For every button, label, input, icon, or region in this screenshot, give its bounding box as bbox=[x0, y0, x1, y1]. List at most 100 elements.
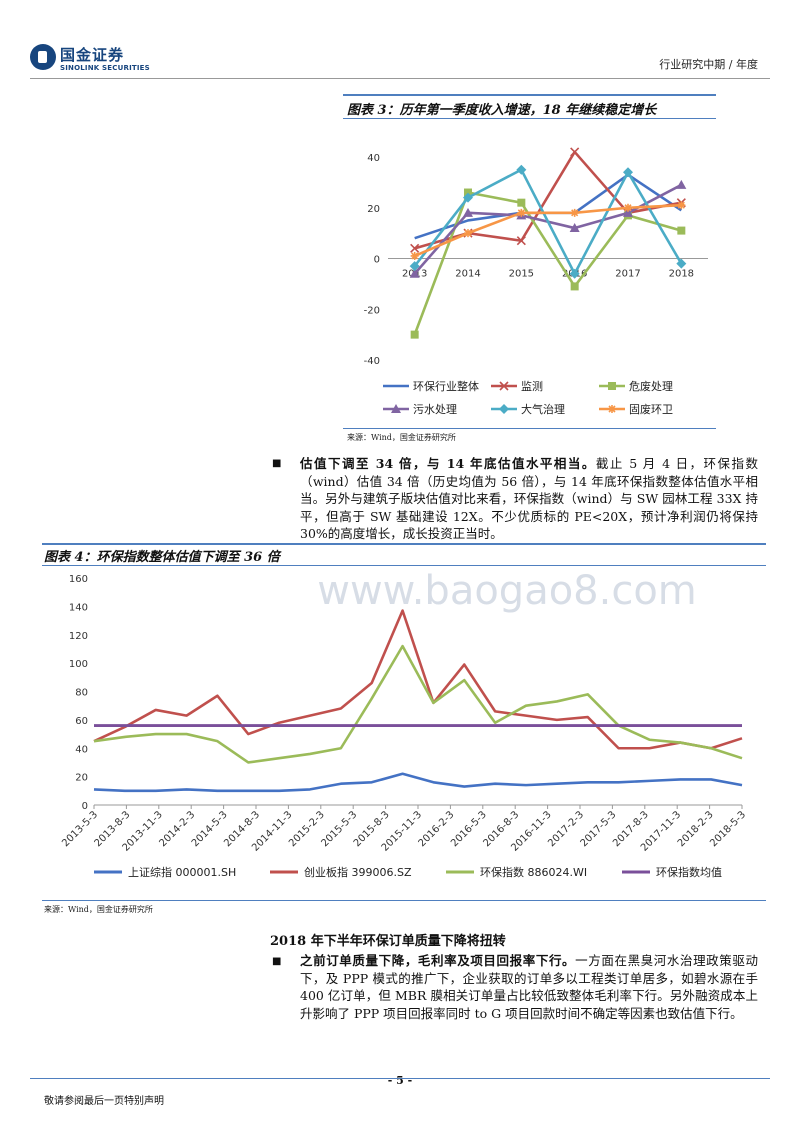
figure3-title-rule bbox=[343, 118, 716, 119]
legend-marker bbox=[391, 404, 401, 413]
y-tick-label: 120 bbox=[69, 631, 88, 642]
bullet1-paragraph: 估值下调至 34 倍，与 14 年底估值水平相当。截止 5 月 4 日，环保指数… bbox=[300, 455, 758, 543]
legend-label: 环保行业整体 bbox=[413, 379, 479, 393]
legend-label: 创业板指 399006.SZ bbox=[304, 865, 412, 879]
data-point bbox=[677, 201, 686, 210]
y-tick-label: 0 bbox=[82, 801, 88, 812]
legend-marker bbox=[608, 405, 616, 413]
bullet1-text: 截止 5 月 4 日，环保指数（wind）估值 34 倍（历史均值为 56 倍）… bbox=[300, 456, 758, 541]
section-heading: 2018 年下半年环保订单质量下降将扭转 bbox=[270, 934, 506, 949]
data-point bbox=[463, 192, 473, 203]
y-tick-label: 40 bbox=[367, 153, 380, 164]
legend-marker bbox=[499, 404, 509, 414]
data-point bbox=[517, 208, 526, 217]
section2-text: 一方面在黑臭河水治理政策驱动下，及 PPP 模式的推广下，企业获取的订单多以工程… bbox=[300, 953, 758, 1021]
series-line bbox=[413, 168, 683, 276]
series-line bbox=[93, 644, 743, 764]
y-tick-label: 0 bbox=[374, 255, 380, 266]
x-tick-label: 2015 bbox=[509, 269, 534, 280]
y-tick-label: -20 bbox=[364, 305, 380, 316]
data-point bbox=[517, 198, 526, 207]
figure4-source: 来源：Wind，国金证券研究所 bbox=[44, 905, 153, 914]
footer-disclaimer: 敬请参阅最后一页特别声明 bbox=[44, 1096, 164, 1107]
data-point bbox=[569, 223, 580, 233]
data-point bbox=[623, 207, 633, 217]
legend-label: 环保指数 886024.WI bbox=[480, 865, 587, 879]
figure4-legend: 上证综指 000001.SH 创业板指 399006.SZ 环保指数 886024.… bbox=[94, 865, 722, 879]
data-point bbox=[410, 330, 419, 339]
y-tick-label: 20 bbox=[75, 773, 88, 784]
figure3-source: 来源：Wind，国金证券研究所 bbox=[347, 433, 456, 442]
x-tick-label: 2014 bbox=[455, 269, 480, 280]
data-point bbox=[516, 164, 527, 175]
bullet-marker: ■ bbox=[272, 956, 282, 967]
data-point bbox=[464, 229, 472, 238]
x-tick-label: 2018-5-3 bbox=[708, 809, 748, 849]
figure4-title-rule bbox=[42, 565, 766, 566]
bullet-marker: ■ bbox=[272, 458, 282, 469]
y-tick-label: -40 bbox=[364, 356, 380, 367]
sinolink-logo-icon bbox=[30, 44, 56, 70]
y-tick-label: 60 bbox=[75, 716, 88, 727]
data-point bbox=[569, 268, 580, 279]
figure3-bottom-rule bbox=[343, 428, 716, 429]
data-point bbox=[570, 208, 579, 217]
legend-marker bbox=[608, 382, 616, 390]
data-point bbox=[570, 147, 580, 157]
logo-english-name: SINOLINK SECURITIES bbox=[60, 64, 150, 72]
figure3-top-rule bbox=[343, 94, 716, 96]
legend-label: 污水处理 bbox=[413, 403, 457, 416]
section2-lead: 之前订单质量下降，毛利率及项目回报率下行。 bbox=[300, 953, 576, 968]
figure4-series bbox=[93, 609, 743, 793]
x-tick-label: 2017 bbox=[615, 269, 640, 280]
data-point bbox=[677, 226, 686, 235]
series-line bbox=[93, 772, 743, 793]
data-point bbox=[410, 243, 420, 253]
y-tick-label: 100 bbox=[69, 659, 88, 670]
x-tick-label: 2018 bbox=[669, 269, 694, 280]
data-point bbox=[409, 268, 420, 278]
data-point bbox=[676, 179, 687, 189]
y-tick-label: 140 bbox=[69, 602, 88, 613]
y-tick-label: 80 bbox=[75, 688, 88, 699]
header-divider bbox=[30, 78, 770, 79]
legend-label: 环保指数均值 bbox=[656, 865, 722, 879]
data-point bbox=[463, 207, 473, 217]
data-point bbox=[624, 203, 632, 212]
bullet1-lead: 估值下调至 34 倍，与 14 年底估值水平相当。 bbox=[300, 456, 596, 471]
figure3-series bbox=[409, 147, 687, 339]
legend-label: 危废处理 bbox=[629, 379, 673, 393]
data-point bbox=[516, 236, 526, 246]
series-line bbox=[414, 150, 682, 250]
data-point bbox=[570, 282, 579, 291]
y-tick-label: 20 bbox=[367, 204, 380, 215]
data-point bbox=[464, 188, 472, 197]
y-tick-label: 160 bbox=[69, 574, 88, 585]
series-line bbox=[93, 609, 743, 750]
legend-label: 大气治理 bbox=[521, 402, 565, 416]
figure4-top-rule bbox=[42, 543, 766, 545]
section2-paragraph: 之前订单质量下降，毛利率及项目回报率下行。一方面在黑臭河水治理政策驱动下，及 P… bbox=[300, 952, 758, 1022]
watermark: www.baogao8.com bbox=[317, 568, 697, 614]
page-number: - 5 - bbox=[387, 1074, 413, 1087]
data-point bbox=[623, 167, 633, 178]
figure4-chart: www.baogao8.com 0 20 40 60 80 100 120 140 160 201… bbox=[60, 568, 748, 879]
legend-label: 上证综指 000001.SH bbox=[128, 865, 236, 879]
series-line bbox=[414, 203, 682, 258]
series-line bbox=[413, 191, 682, 336]
report-type: 行业研究中期 / 年度 bbox=[659, 58, 758, 71]
figure3-title: 图表 3：历年第一季度收入增速，18 年继续稳定增长 bbox=[347, 103, 657, 118]
logo-chinese-name: 国金证券 bbox=[60, 46, 125, 64]
legend-label: 固废环卫 bbox=[629, 402, 673, 416]
legend-label: 监测 bbox=[521, 380, 543, 393]
data-point bbox=[676, 258, 687, 269]
data-point bbox=[409, 261, 420, 272]
figure4-title: 图表 4：环保指数整体估值下调至 36 倍 bbox=[44, 550, 280, 565]
footer-divider bbox=[30, 1078, 770, 1079]
y-tick-label: 40 bbox=[75, 744, 88, 755]
legend-marker bbox=[499, 381, 509, 391]
figure4-bottom-rule bbox=[42, 900, 766, 901]
data-point bbox=[410, 251, 419, 260]
